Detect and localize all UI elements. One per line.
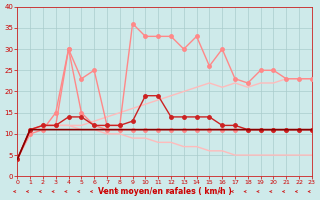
X-axis label: Vent moyen/en rafales ( km/h ): Vent moyen/en rafales ( km/h ) xyxy=(98,187,231,196)
